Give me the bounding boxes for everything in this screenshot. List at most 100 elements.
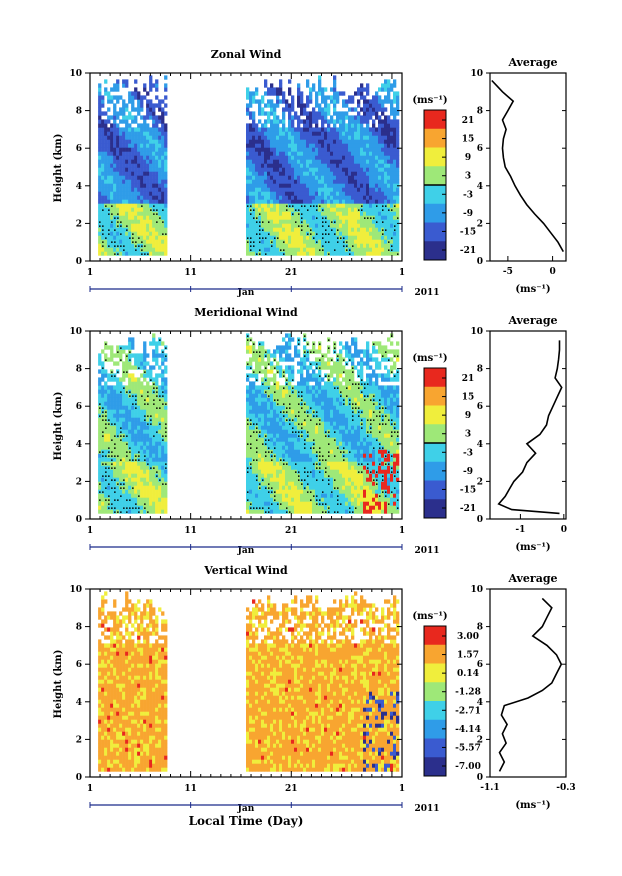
heat-cell (255, 369, 259, 374)
heat-cell (351, 159, 355, 164)
heat-cell (369, 231, 373, 236)
heat-cell (297, 179, 301, 184)
heat-cell (140, 195, 144, 200)
heat-cell (98, 425, 102, 430)
heat-cell (158, 107, 162, 112)
heat-cell (273, 107, 277, 112)
heat-cell (152, 477, 156, 482)
heat-cell (137, 481, 141, 486)
heat-cell (363, 251, 367, 256)
heat-cell (131, 211, 135, 216)
heat-cell (131, 477, 135, 482)
colorbar-tick-label: 3 (465, 172, 471, 182)
zero-contour-dot (247, 237, 249, 239)
heat-cell (113, 457, 117, 462)
heat-cell (318, 87, 322, 92)
heat-cell (134, 235, 138, 240)
heat-cell (164, 405, 168, 410)
heat-cell (137, 215, 141, 220)
heat-cell (164, 131, 168, 136)
heat-cell (396, 119, 400, 124)
heat-cell (375, 243, 379, 248)
heat-cell (161, 195, 165, 200)
heat-cell (104, 509, 108, 514)
heat-cell (137, 99, 141, 104)
heat-cell (158, 441, 162, 446)
heat-cell (303, 143, 307, 148)
local-time-xlabel: Local Time (Day) (189, 814, 304, 828)
zero-contour-dot (126, 391, 128, 393)
heat-cell (315, 223, 319, 228)
heat-cell (164, 449, 168, 454)
heat-cell (104, 433, 108, 438)
heat-cell (318, 91, 322, 96)
heat-cell (161, 497, 165, 502)
heat-cell (309, 127, 313, 132)
heat-cell (104, 231, 108, 236)
heat-cell (128, 179, 132, 184)
heat-cell (378, 99, 382, 104)
heat-cell (279, 83, 283, 88)
heat-cell (113, 159, 117, 164)
heat-cell (384, 231, 388, 236)
heat-cell (270, 461, 274, 466)
heat-cell (98, 251, 102, 256)
heat-cell (273, 373, 277, 378)
heat-cell (327, 187, 331, 192)
heat-cell (116, 437, 120, 442)
heat-cell (333, 243, 337, 248)
heat-cell (270, 83, 274, 88)
vertical-year-label: 2011 (414, 804, 439, 814)
heat-cell (119, 441, 123, 446)
zero-contour-dot (105, 479, 107, 481)
heat-cell (264, 231, 268, 236)
heat-cell (273, 405, 277, 410)
heat-cell (152, 199, 156, 204)
zero-contour-dot (162, 233, 164, 235)
heat-cell (333, 159, 337, 164)
zero-contour-dot (337, 237, 339, 239)
average-y-tick-label: 2 (477, 219, 483, 229)
heat-cell (113, 461, 117, 466)
heat-cell (351, 227, 355, 232)
heat-cell (140, 381, 144, 386)
heat-cell (101, 457, 105, 462)
heat-cell (327, 151, 331, 156)
heat-cell (131, 155, 135, 160)
heat-cell (282, 111, 286, 116)
heat-cell (300, 139, 304, 144)
heat-cell (155, 231, 159, 236)
heat-cell (360, 187, 364, 192)
heat-cell (107, 223, 111, 228)
zero-contour-dot (370, 217, 372, 219)
zero-contour-dot (135, 507, 137, 509)
heat-cell (101, 441, 105, 446)
heat-cell (128, 401, 132, 406)
heat-cell (137, 195, 141, 200)
heat-cell (321, 131, 325, 136)
heat-cell (246, 349, 250, 354)
heat-cell (122, 457, 126, 462)
heat-cell (363, 171, 367, 176)
zero-contour-dot (247, 467, 249, 469)
heat-cell (312, 107, 316, 112)
heat-cell (270, 365, 274, 370)
heat-cell (258, 449, 262, 454)
zero-contour-dot (156, 209, 158, 211)
heat-cell (107, 215, 111, 220)
heat-cell (258, 111, 262, 116)
heat-cell (137, 393, 141, 398)
heat-cell (312, 175, 316, 180)
zero-contour-dot (331, 221, 333, 223)
heat-cell (261, 397, 265, 402)
zero-contour-dot (153, 209, 155, 211)
heat-cell (158, 227, 162, 232)
heat-cell (155, 497, 159, 502)
heat-cell (101, 235, 105, 240)
heat-cell (264, 227, 268, 232)
heat-cell (396, 247, 400, 252)
heat-cell (270, 413, 274, 418)
heat-cell (327, 163, 331, 168)
heat-cell (131, 465, 135, 470)
